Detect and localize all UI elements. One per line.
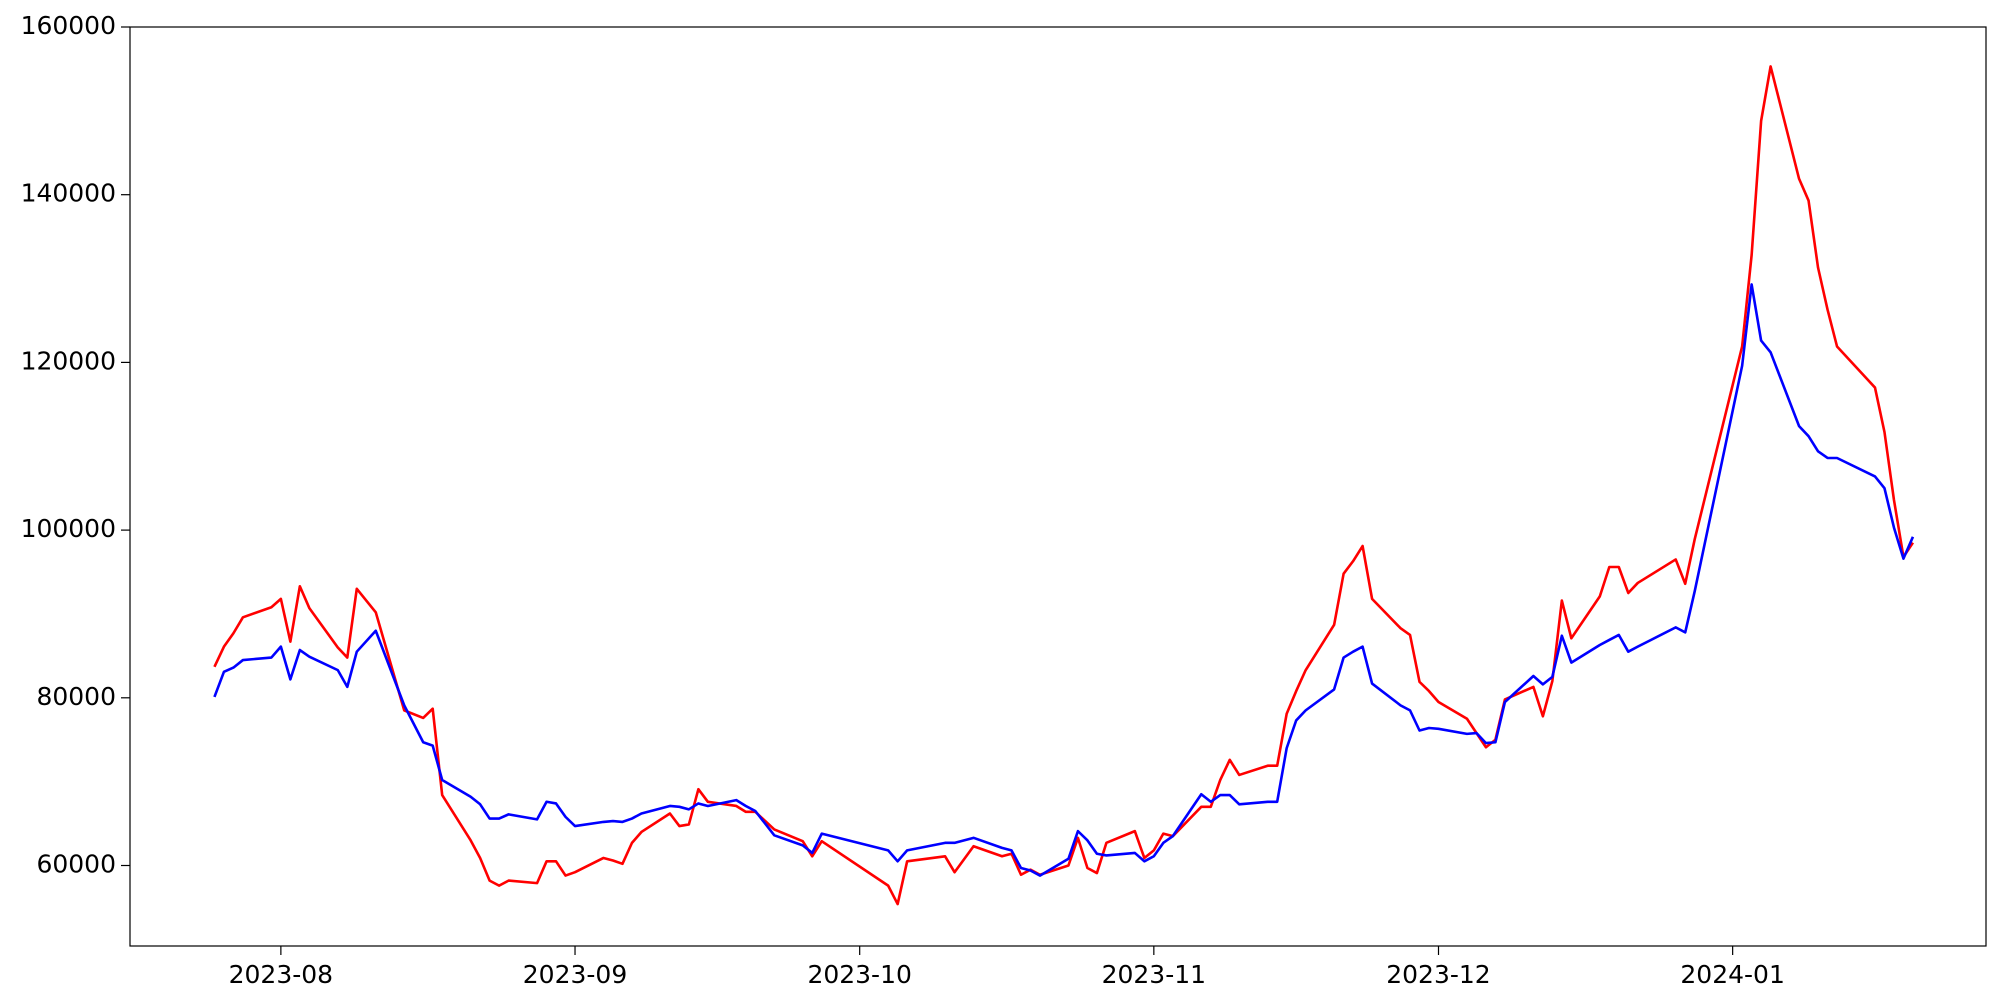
y-tick-label: 120000 (21, 346, 116, 375)
x-tick-label: 2023-08 (229, 960, 333, 989)
x-tick-label: 2024-01 (1680, 960, 1784, 989)
series-line (213, 65, 1915, 906)
y-tick-label: 100000 (21, 514, 116, 543)
y-tick-label: 80000 (36, 682, 116, 711)
x-tick-label: 2023-09 (523, 960, 627, 989)
y-tick-label: 140000 (21, 179, 116, 208)
x-tick-label: 2023-11 (1102, 960, 1206, 989)
plot-frame (129, 26, 1987, 947)
x-tick-label: 2023-12 (1386, 960, 1490, 989)
y-tick-label: 160000 (21, 11, 116, 40)
series-line (213, 283, 1915, 877)
x-tick-label: 2023-10 (807, 960, 911, 989)
y-tick-label: 60000 (36, 850, 116, 879)
